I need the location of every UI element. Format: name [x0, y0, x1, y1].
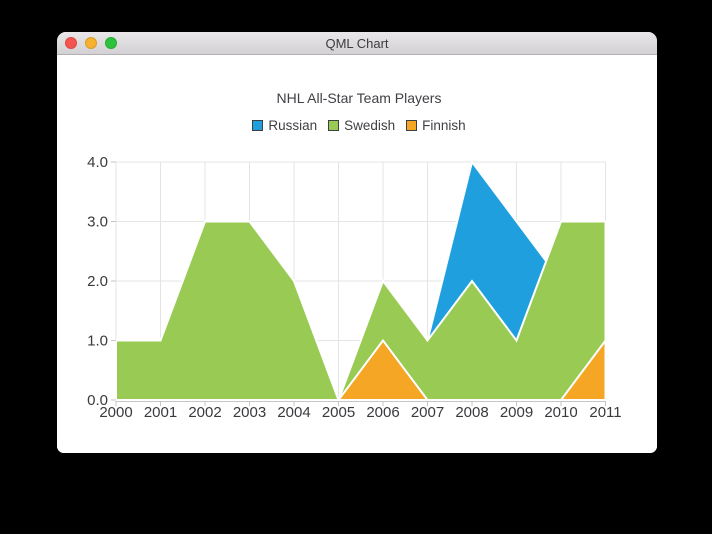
x-axis-label: 2011: [589, 404, 621, 421]
app-window: QML Chart 2000 2001 2002 2003 2004 2005 2006 20…: [57, 32, 657, 453]
legend-item-swedish: Swedish: [328, 118, 395, 133]
x-axis-label: 2010: [544, 404, 577, 421]
legend-marker-finnish: [406, 120, 418, 131]
minimize-button[interactable]: [85, 37, 97, 49]
legend-marker-swedish: [328, 120, 340, 131]
chart-legend: Russian Swedish Finnish: [65, 118, 653, 133]
area-chart: 2000 2001 2002 2003 2004 2005 2006 2007 2008 2009…: [87, 154, 621, 421]
x-axis-label: 2005: [322, 404, 355, 421]
legend-label-swedish: Swedish: [344, 118, 396, 133]
area-series-finnish: [116, 337, 607, 401]
x-axis-label: 2004: [277, 404, 310, 421]
x-axis-label: 2003: [233, 404, 266, 421]
legend-label-finnish: Finnish: [422, 118, 466, 133]
traffic-lights: [65, 37, 117, 49]
y-axis-label: 4.0: [87, 154, 108, 171]
y-axis-label: 3.0: [87, 214, 108, 231]
legend-item-finnish: Finnish: [406, 118, 466, 133]
legend-item-russian: Russian: [252, 118, 317, 133]
y-axis-label: 1.0: [87, 333, 108, 350]
legend-label-russian: Russian: [268, 118, 318, 133]
x-axis-label: 2000: [99, 404, 132, 421]
x-axis-label: 2007: [411, 404, 444, 421]
x-axis-label: 2008: [455, 404, 488, 421]
close-button[interactable]: [65, 37, 77, 49]
y-axis-label: 2.0: [87, 273, 108, 290]
window-titlebar[interactable]: QML Chart: [57, 32, 657, 55]
x-axis-label: 2001: [144, 404, 177, 421]
x-axis-label: 2006: [366, 404, 399, 421]
x-axis-label: 2009: [500, 404, 533, 421]
x-axis-label: 2002: [188, 404, 221, 421]
chart-title: NHL All-Star Team Players: [276, 90, 442, 106]
chart-view: 2000 2001 2002 2003 2004 2005 2006 2007 2008 2009…: [57, 55, 657, 453]
zoom-button[interactable]: [105, 37, 117, 49]
legend-marker-russian: [252, 120, 264, 131]
y-axis-label: 0.0: [87, 392, 108, 409]
window-title: QML Chart: [325, 35, 389, 51]
